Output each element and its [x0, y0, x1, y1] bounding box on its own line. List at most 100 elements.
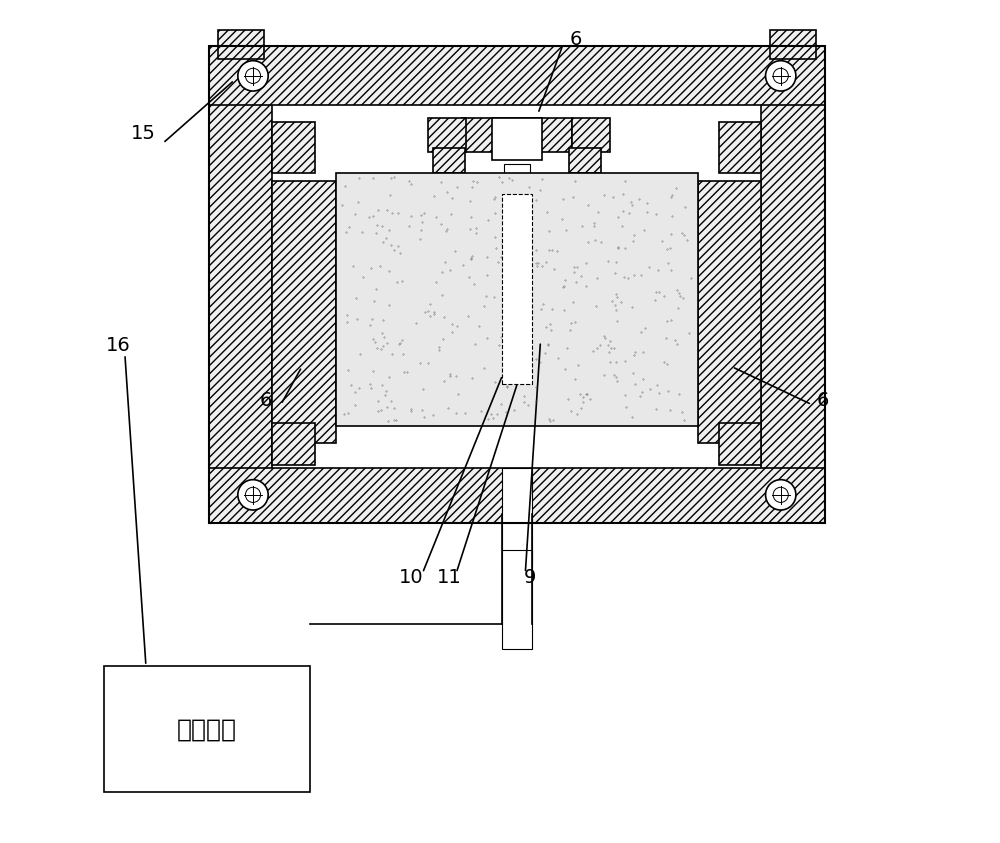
Point: [455, 258, 471, 271]
Point: [339, 315, 355, 329]
Point: [559, 341, 575, 355]
Point: [372, 259, 388, 272]
Point: [658, 331, 674, 345]
Point: [352, 346, 368, 360]
Point: [634, 385, 650, 399]
Point: [457, 406, 473, 420]
Point: [503, 375, 519, 389]
Point: [495, 360, 511, 373]
Point: [350, 196, 366, 209]
Point: [426, 190, 442, 203]
Point: [556, 303, 572, 317]
Point: [433, 217, 449, 231]
Point: [608, 287, 624, 301]
Point: [603, 341, 619, 355]
Point: [621, 207, 637, 220]
Point: [663, 263, 679, 277]
Point: [374, 219, 390, 233]
Point: [355, 271, 371, 284]
Point: [624, 300, 640, 314]
Point: [659, 314, 675, 328]
Point: [588, 299, 604, 313]
Bar: [569, 148, 601, 173]
Point: [578, 388, 594, 401]
Point: [438, 225, 454, 239]
Point: [375, 340, 391, 353]
Point: [528, 244, 544, 257]
Point: [377, 389, 393, 402]
Point: [414, 403, 430, 416]
Text: 6: 6: [570, 30, 582, 49]
Point: [656, 355, 672, 368]
Point: [461, 271, 477, 284]
Point: [601, 346, 617, 359]
Point: [351, 171, 367, 185]
Point: [469, 175, 485, 189]
Point: [491, 338, 507, 352]
Point: [399, 365, 415, 379]
Point: [617, 355, 633, 368]
Bar: [502, 468, 532, 565]
Text: 11: 11: [437, 568, 462, 587]
Point: [381, 298, 397, 312]
Point: [582, 392, 598, 405]
Point: [626, 348, 642, 362]
Point: [386, 413, 402, 427]
Point: [373, 342, 389, 356]
Point: [654, 234, 670, 248]
Point: [565, 191, 581, 204]
Point: [414, 216, 430, 229]
Point: [580, 198, 596, 212]
Point: [487, 191, 503, 204]
Point: [442, 368, 458, 381]
Point: [449, 319, 465, 332]
Point: [516, 395, 532, 409]
Point: [444, 325, 460, 339]
Point: [381, 371, 397, 384]
Point: [415, 382, 431, 395]
Point: [347, 399, 363, 412]
Point: [617, 388, 633, 401]
Point: [436, 310, 452, 324]
Point: [563, 405, 579, 418]
Point: [464, 250, 480, 263]
Point: [422, 309, 438, 323]
Point: [606, 341, 622, 354]
Point: [532, 356, 548, 369]
Point: [345, 259, 361, 272]
Point: [540, 337, 556, 351]
Point: [491, 170, 507, 184]
Point: [494, 175, 510, 189]
Point: [383, 171, 399, 185]
Point: [487, 375, 503, 389]
Point: [510, 293, 526, 307]
Point: [620, 271, 636, 284]
Point: [462, 194, 478, 207]
Point: [365, 209, 381, 223]
Point: [618, 400, 634, 414]
Point: [648, 207, 664, 220]
Point: [339, 309, 355, 322]
Bar: [209, 46, 825, 105]
Point: [574, 219, 590, 233]
Point: [498, 405, 514, 418]
Point: [383, 394, 399, 407]
Point: [664, 188, 680, 201]
Bar: [761, 51, 825, 518]
Bar: [209, 51, 272, 518]
Point: [596, 368, 612, 381]
Point: [573, 269, 589, 282]
Point: [580, 235, 596, 249]
Point: [514, 201, 530, 214]
Point: [562, 324, 578, 337]
Point: [537, 346, 553, 360]
Point: [647, 293, 663, 306]
Point: [514, 208, 530, 222]
Bar: [336, 173, 698, 426]
Point: [444, 317, 460, 330]
Point: [509, 194, 525, 207]
Point: [467, 337, 483, 351]
Point: [396, 365, 412, 379]
Bar: [698, 181, 761, 443]
Point: [600, 255, 616, 268]
